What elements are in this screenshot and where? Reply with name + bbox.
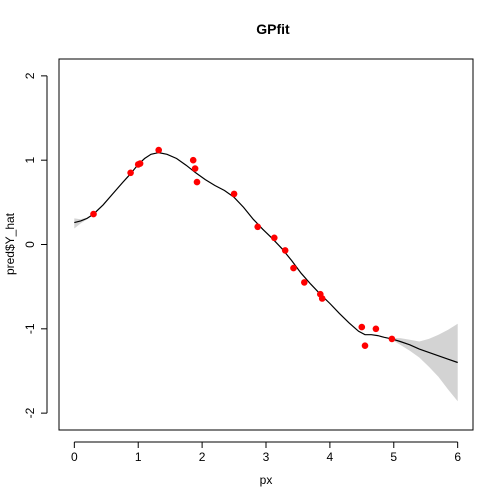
data-point [193, 178, 201, 186]
x-tick-label: 0 [71, 450, 78, 464]
x-tick-label: 1 [135, 450, 142, 464]
data-point [301, 279, 308, 286]
y-axis-label: pred$Y_hat [3, 212, 17, 275]
x-tick-label: 6 [454, 450, 461, 464]
data-point [254, 223, 261, 231]
x-tick-label: 4 [327, 450, 334, 464]
data-point [155, 146, 162, 154]
data-point [281, 247, 289, 254]
chart-title: GPfit [256, 21, 290, 37]
y-tick-label: -1 [23, 323, 37, 334]
x-tick-label: 3 [263, 450, 270, 464]
data-point [318, 295, 326, 302]
data-point [361, 342, 369, 350]
y-tick-label: 0 [23, 241, 37, 248]
data-point [358, 323, 366, 331]
data-point [191, 165, 199, 172]
confidence-band-2 [391, 323, 458, 402]
y-tick-label: 2 [23, 72, 37, 79]
y-tick-label: 1 [23, 157, 37, 164]
data-point [90, 210, 97, 218]
data-points-layer [90, 146, 396, 350]
x-tick-label: 2 [199, 450, 206, 464]
data-point [127, 169, 134, 177]
data-point [372, 325, 380, 333]
x-tick-label: 5 [390, 450, 397, 464]
y-axis: -2 -1 0 1 2 [23, 72, 48, 418]
fit-line [74, 151, 458, 364]
data-point [189, 156, 197, 164]
data-point [136, 160, 144, 167]
data-point [290, 264, 297, 272]
x-axis-label: px [260, 473, 273, 487]
x-axis: 0 1 2 3 4 5 6 [71, 441, 461, 464]
plot-frame [58, 58, 474, 431]
confidence-band-layer [74, 214, 458, 402]
data-point [271, 234, 278, 242]
data-point [230, 190, 238, 198]
data-point [388, 335, 396, 343]
fit-line-layer [74, 151, 458, 364]
y-tick-label: -2 [23, 407, 37, 418]
